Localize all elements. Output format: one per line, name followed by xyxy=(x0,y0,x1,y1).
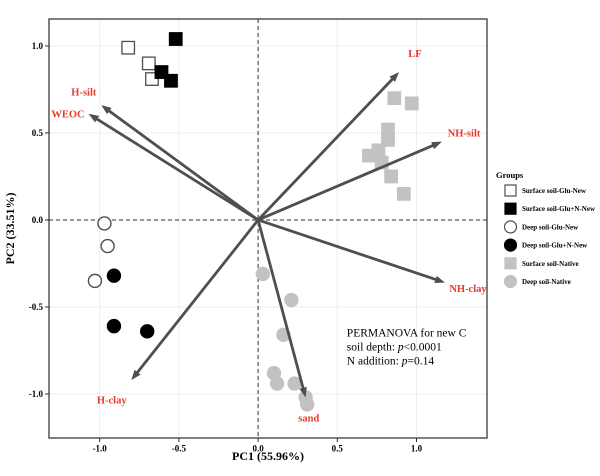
y-tick-label: 0.0 xyxy=(32,215,44,225)
x-tick-label: 0.5 xyxy=(332,444,344,454)
legend-item-label: Surface soil-Glu-New xyxy=(522,187,587,195)
legend-title: Groups xyxy=(496,170,524,180)
legend-item-label: Deep soil-Glu-New xyxy=(522,223,579,231)
data-point-surface-soil-native xyxy=(396,186,411,201)
loading-arrowhead-h-clay xyxy=(131,369,141,381)
loading-arrow-lf xyxy=(257,76,395,221)
loading-arrow-h-silt xyxy=(106,108,259,222)
data-point-surface-soil-native xyxy=(381,133,395,147)
data-point-deep-soil-glu-new xyxy=(100,238,115,254)
loading-label-weoc: WEOC xyxy=(51,109,84,120)
permanova-annotation-line: soil depth: p<0.0001 xyxy=(347,342,442,354)
panel xyxy=(49,19,487,438)
loading-arrow-nh-silt xyxy=(257,143,436,222)
data-point-deep-soil-native xyxy=(300,397,315,412)
data-point-deep-soil-glu-n-new xyxy=(106,268,122,283)
data-point-deep-soil-glu-new xyxy=(97,216,112,231)
loading-arrow-sand xyxy=(256,219,305,391)
loading-label-sand: sand xyxy=(298,413,319,424)
loading-arrow-weoc xyxy=(94,116,259,222)
legend-key-square xyxy=(504,184,517,197)
data-point-surface-soil-glu-n-new xyxy=(164,73,178,88)
y-tick-label: 1.0 xyxy=(32,41,44,51)
legend-key-circle xyxy=(503,274,518,289)
x-tick-label: -1.0 xyxy=(93,444,108,454)
data-point-deep-soil-glu-n-new xyxy=(140,324,155,339)
loading-label-h-clay: H-clay xyxy=(97,395,127,406)
data-point-deep-soil-glu-new xyxy=(87,273,103,289)
loading-arrow-nh-clay xyxy=(257,218,438,282)
loading-arrow-h-clay xyxy=(135,219,260,375)
data-point-surface-soil-native xyxy=(387,91,402,106)
loading-arrowhead-sand xyxy=(299,386,307,398)
loading-arrowhead-weoc xyxy=(88,113,100,123)
y-axis-title: PC2 (33.51%) xyxy=(3,193,17,265)
permanova-annotation-line: PERMANOVA for new C xyxy=(347,328,467,340)
loading-arrowhead-nh-clay xyxy=(434,275,446,284)
x-axis-title: PC1 (55.96%) xyxy=(232,449,304,463)
x-tick-label: 1.0 xyxy=(411,444,423,454)
data-point-surface-soil-glu-n-new xyxy=(168,32,183,46)
legend-key-square xyxy=(504,257,517,270)
legend-item-label: Surface soil-Glu+N-New xyxy=(522,205,596,213)
legend-key-circle xyxy=(503,238,518,252)
loading-arrowhead-h-silt xyxy=(101,105,112,115)
loading-label-nh-clay: NH-clay xyxy=(449,284,487,295)
x-tick-label: -0.5 xyxy=(172,444,187,454)
legend-key-square xyxy=(504,202,517,215)
data-point-deep-soil-native xyxy=(255,266,271,282)
y-tick-label: -0.5 xyxy=(29,302,44,312)
legend-item-label: Surface soil-Native xyxy=(522,260,579,268)
loading-label-h-silt: H-silt xyxy=(71,88,97,99)
data-point-deep-soil-glu-n-new xyxy=(106,318,122,334)
data-point-surface-soil-native xyxy=(404,96,419,111)
legend-item-label: Deep soil-Glu+N-New xyxy=(522,242,588,250)
loading-label-lf: LF xyxy=(408,49,421,60)
x-tick-label: 0.0 xyxy=(252,444,264,454)
y-tick-label: -1.0 xyxy=(29,389,44,399)
legend-item-label: Deep soil-Native xyxy=(522,278,571,286)
loading-arrowhead-lf xyxy=(389,72,400,82)
y-tick-label: 0.5 xyxy=(32,128,44,138)
legend-key-circle xyxy=(503,220,518,234)
permanova-annotation-line: N addition: p=0.14 xyxy=(347,356,435,368)
data-point-surface-soil-native xyxy=(384,169,399,184)
panel-border xyxy=(48,18,488,439)
data-point-deep-soil-native xyxy=(269,376,285,391)
data-point-deep-soil-native xyxy=(287,376,302,391)
data-point-deep-soil-native xyxy=(284,292,299,308)
data-point-surface-soil-native xyxy=(362,148,376,163)
loading-arrowhead-nh-silt xyxy=(431,141,442,150)
data-point-surface-soil-glu-new xyxy=(141,56,156,71)
data-point-surface-soil-glu-new xyxy=(121,40,136,55)
loading-label-nh-silt: NH-silt xyxy=(448,128,481,139)
